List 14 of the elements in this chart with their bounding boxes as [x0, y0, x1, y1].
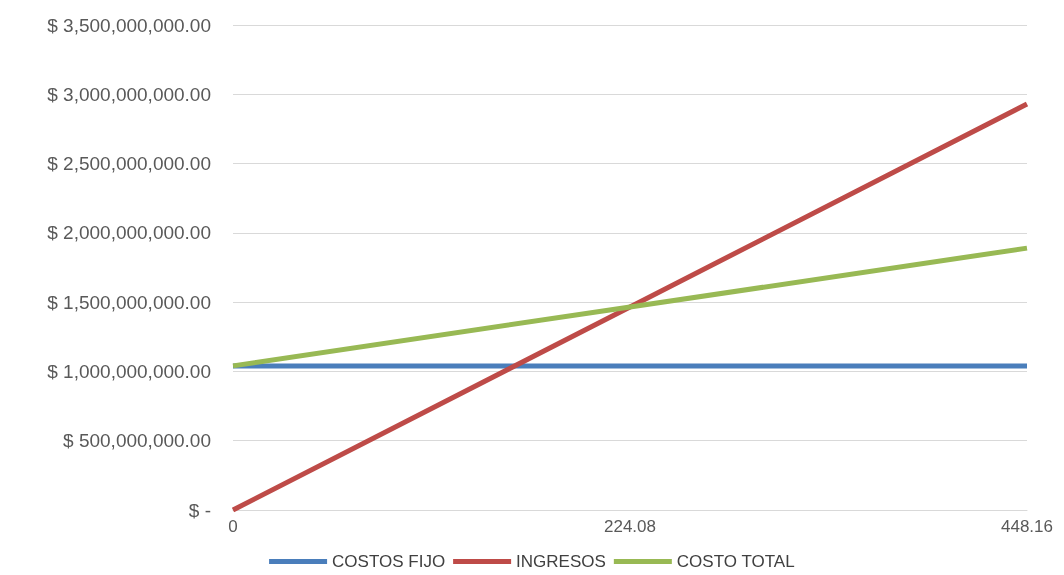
y-tick-label: $ 1,000,000,000.00: [47, 360, 211, 382]
x-tick-label: 0: [228, 517, 238, 536]
y-tick-label: $ 1,500,000,000.00: [47, 291, 211, 313]
legend-label: COSTOS FIJO: [332, 552, 446, 571]
y-tick-label: $ 500,000,000.00: [63, 430, 211, 452]
legend-label: COSTO TOTAL: [676, 552, 795, 571]
x-tick-label: 224.08: [604, 517, 656, 536]
y-tick-label: $ 3,500,000,000.00: [47, 14, 211, 36]
legend-label: INGRESOS: [516, 552, 606, 571]
y-tick-label: $ 2,000,000,000.00: [47, 222, 211, 244]
x-tick-label: 448.16: [1001, 517, 1053, 536]
y-tick-label: $ 3,000,000,000.00: [47, 83, 211, 105]
y-tick-label: $ -: [188, 499, 211, 521]
y-tick-label: $ 2,500,000,000.00: [47, 153, 211, 175]
